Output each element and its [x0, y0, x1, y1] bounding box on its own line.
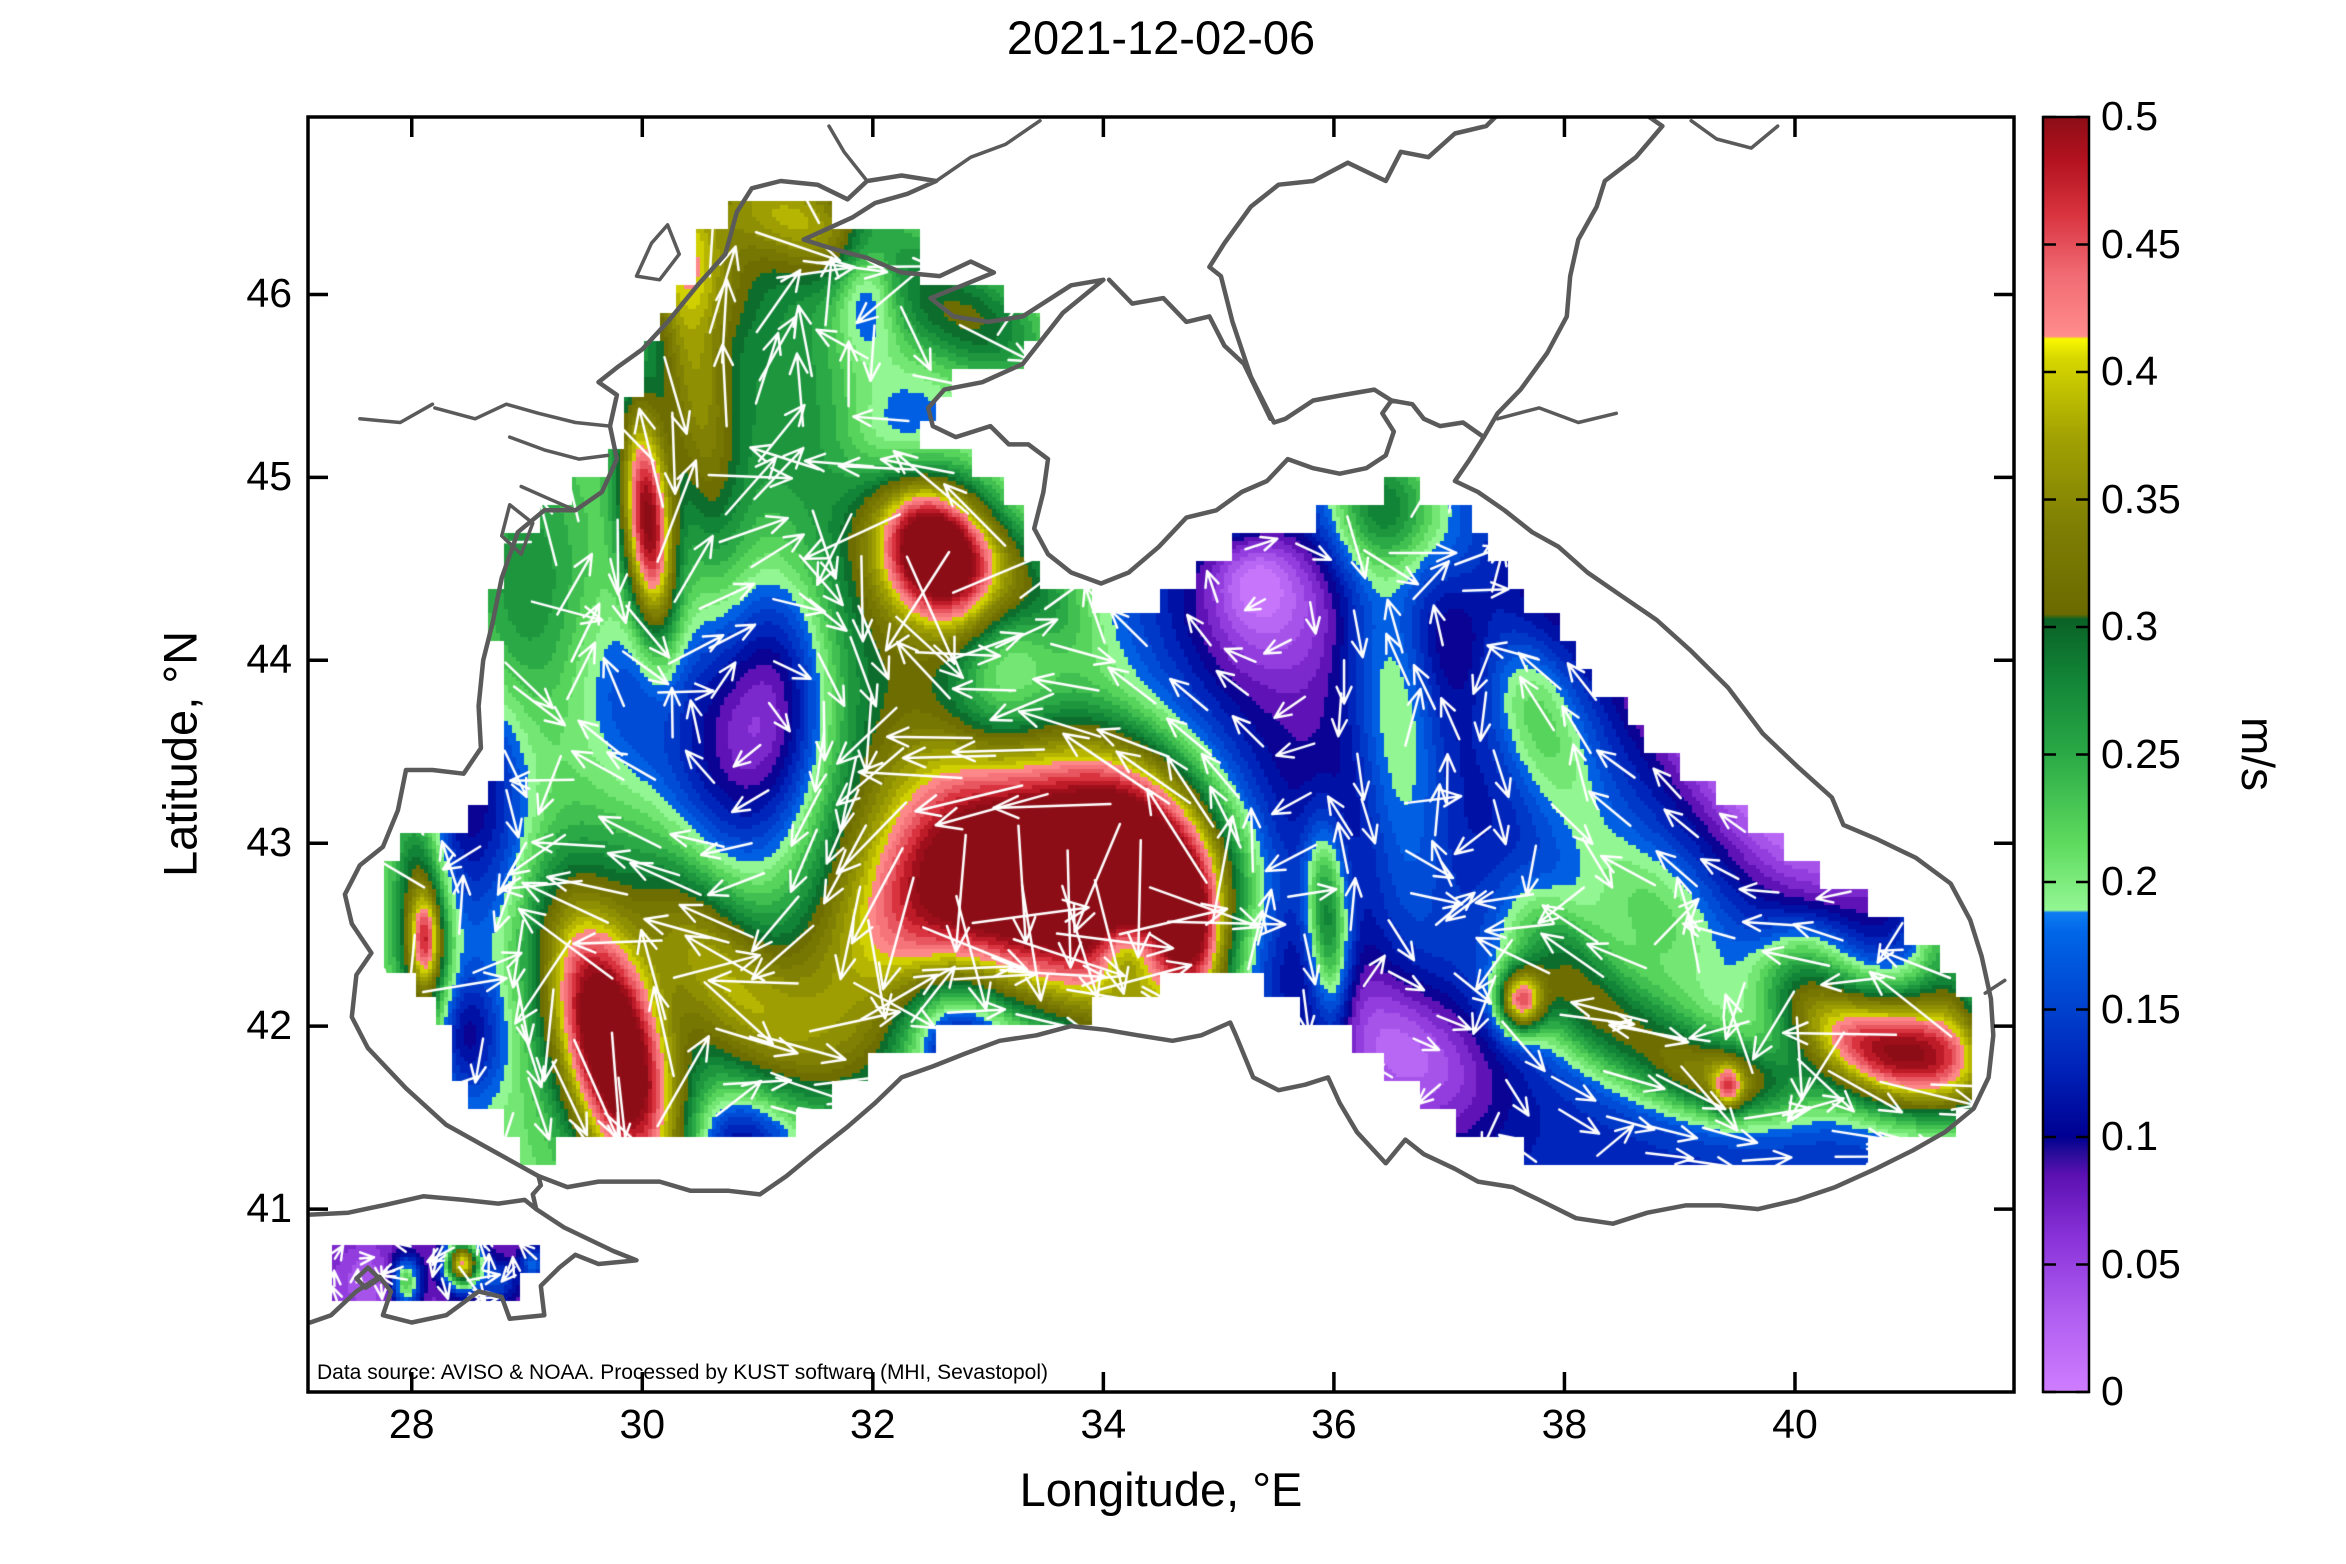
x-tick-label: 40 — [1772, 1401, 1818, 1447]
colorbar-tick-label: 0 — [2101, 1368, 2124, 1414]
plot-frame — [306, 115, 2016, 1394]
y-tick-label: 42 — [246, 1002, 292, 1049]
plot-title: 2021-12-02-06 — [1006, 11, 1316, 64]
x-tick-label: 38 — [1541, 1401, 1588, 1447]
y-tick-label: 43 — [246, 819, 292, 866]
x-tick-label: 32 — [850, 1401, 896, 1447]
x-tick-label: 28 — [388, 1401, 435, 1447]
colorbar-tick-label: 0.4 — [2101, 348, 2158, 394]
y-tick-label: 45 — [246, 453, 292, 500]
data-source-annotation: Data source: AVISO & NOAA. Processed by … — [317, 1361, 1049, 1384]
x-axis-label: Longitude, °E — [1019, 1463, 1303, 1516]
y-tick-label: 41 — [246, 1185, 292, 1232]
colorbar-tick-label: 0.45 — [2101, 220, 2181, 267]
x-tick-label: 34 — [1080, 1401, 1127, 1447]
coastlines — [308, 117, 2007, 1325]
colorbar-unit-label: m/s — [2232, 716, 2284, 792]
colorbar-tick-label: 0.35 — [2101, 475, 2181, 522]
colorbar-tick-label: 0.25 — [2101, 730, 2181, 777]
y-tick-label: 44 — [246, 636, 292, 683]
x-tick-label: 36 — [1311, 1401, 1357, 1447]
colorbar-tick-label: 0.2 — [2101, 858, 2158, 904]
axis-ticks — [308, 117, 2014, 1392]
colorbar-ticks — [2043, 115, 2089, 1394]
colorbar-tick-label: 0.05 — [2101, 1240, 2181, 1287]
colorbar-tick-label: 0.15 — [2101, 985, 2181, 1032]
colorbar-tick-label: 0.1 — [2101, 1113, 2158, 1159]
x-tick-label: 30 — [619, 1401, 666, 1447]
colorbar-tick-label: 0.3 — [2101, 603, 2158, 649]
colorbar-tick-label: 0.5 — [2101, 93, 2158, 139]
y-tick-label: 46 — [246, 270, 292, 317]
